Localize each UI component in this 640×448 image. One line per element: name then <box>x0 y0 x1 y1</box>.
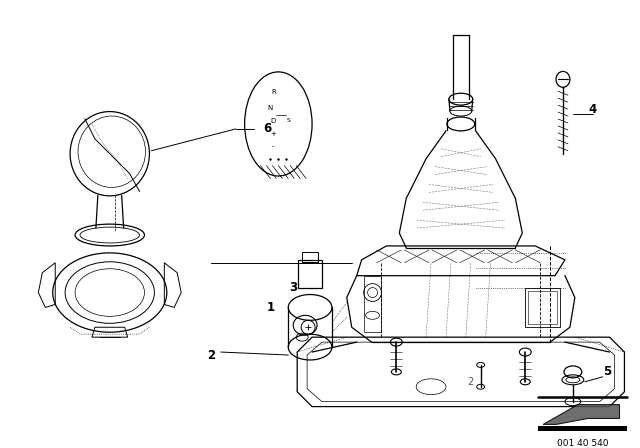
Bar <box>538 426 627 431</box>
Text: 6: 6 <box>263 122 271 135</box>
Polygon shape <box>543 405 620 424</box>
Text: 5: 5 <box>604 366 612 379</box>
Text: 3: 3 <box>289 281 298 294</box>
Bar <box>302 252 318 262</box>
Bar <box>298 260 322 288</box>
Text: 001 40 540: 001 40 540 <box>557 439 609 448</box>
Text: 2: 2 <box>207 349 215 362</box>
Text: 2: 2 <box>468 377 474 387</box>
Text: +: + <box>271 131 276 137</box>
Text: S: S <box>286 118 290 124</box>
Text: -: - <box>272 143 275 149</box>
Text: 4: 4 <box>589 103 597 116</box>
Text: D: D <box>271 118 276 124</box>
Text: N: N <box>268 105 273 111</box>
Text: 1: 1 <box>266 301 275 314</box>
Text: R: R <box>271 89 276 95</box>
